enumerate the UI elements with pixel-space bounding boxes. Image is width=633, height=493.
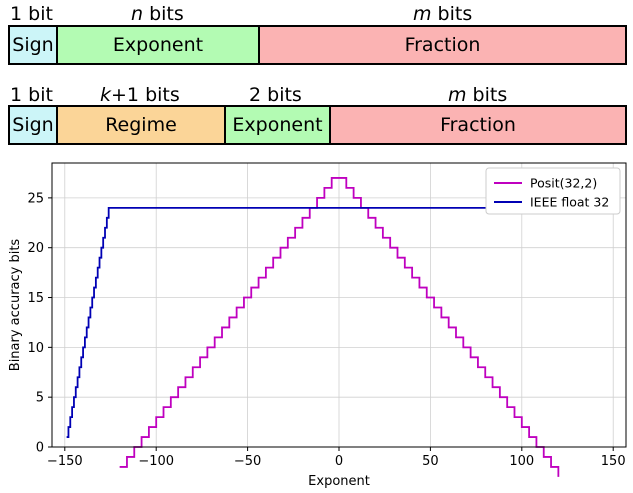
posit-sign-field: Sign [8,105,58,145]
x-tick-label: 0 [335,454,343,469]
posit-regime-width-label: k+1 bits [100,84,180,106]
ieee-fraction-field: Fraction [258,25,627,65]
posit-exponent-field: Exponent [224,105,331,145]
y-tick-label: 25 [27,191,44,206]
ieee-exponent-width-label: n bits [131,3,184,25]
legend-label-posit: Posit(32,2) [530,176,597,191]
x-tick-label: −150 [47,454,83,469]
posit-series-line [119,177,560,477]
y-tick-label: 0 [36,441,44,456]
posit-fraction-field: Fraction [329,105,627,145]
ieee-series-line [66,206,572,438]
y-tick-label: 20 [27,241,44,256]
y-tick-label: 15 [27,291,44,306]
y-tick-label: 10 [27,341,44,356]
ieee-fraction-width-label: m bits [413,3,473,25]
posit-fraction-width-label: m bits [448,84,508,106]
posit-exponent-width-label: 2 bits [249,84,302,106]
y-axis-ticks: 0 5 10 15 20 25 [27,191,52,456]
x-tick-label: 100 [509,454,534,469]
x-axis-label: Exponent [308,474,370,489]
ieee-sign-width-label: 1 bit [10,3,53,25]
chart-series [66,177,572,477]
posit-sign-width-label: 1 bit [10,84,53,106]
legend-label-ieee: IEEE float 32 [530,195,609,210]
chart-legend: Posit(32,2) IEEE float 32 [485,167,621,215]
x-tick-label: 150 [601,454,626,469]
x-tick-label: −50 [234,454,261,469]
y-axis-label: Binary accuracy bits [8,239,23,372]
ieee-exponent-field: Exponent [56,25,260,65]
posit-regime-field: Regime [56,105,226,145]
x-axis-ticks: −150 −100 −50 0 50 100 150 [47,447,626,469]
x-tick-label: 50 [422,454,439,469]
x-tick-label: −100 [138,454,174,469]
y-tick-label: 5 [36,391,44,406]
accuracy-chart: −150 −100 −50 0 50 100 150 0 5 10 15 20 25 Exponent… [8,162,627,489]
ieee-sign-field: Sign [8,25,58,65]
